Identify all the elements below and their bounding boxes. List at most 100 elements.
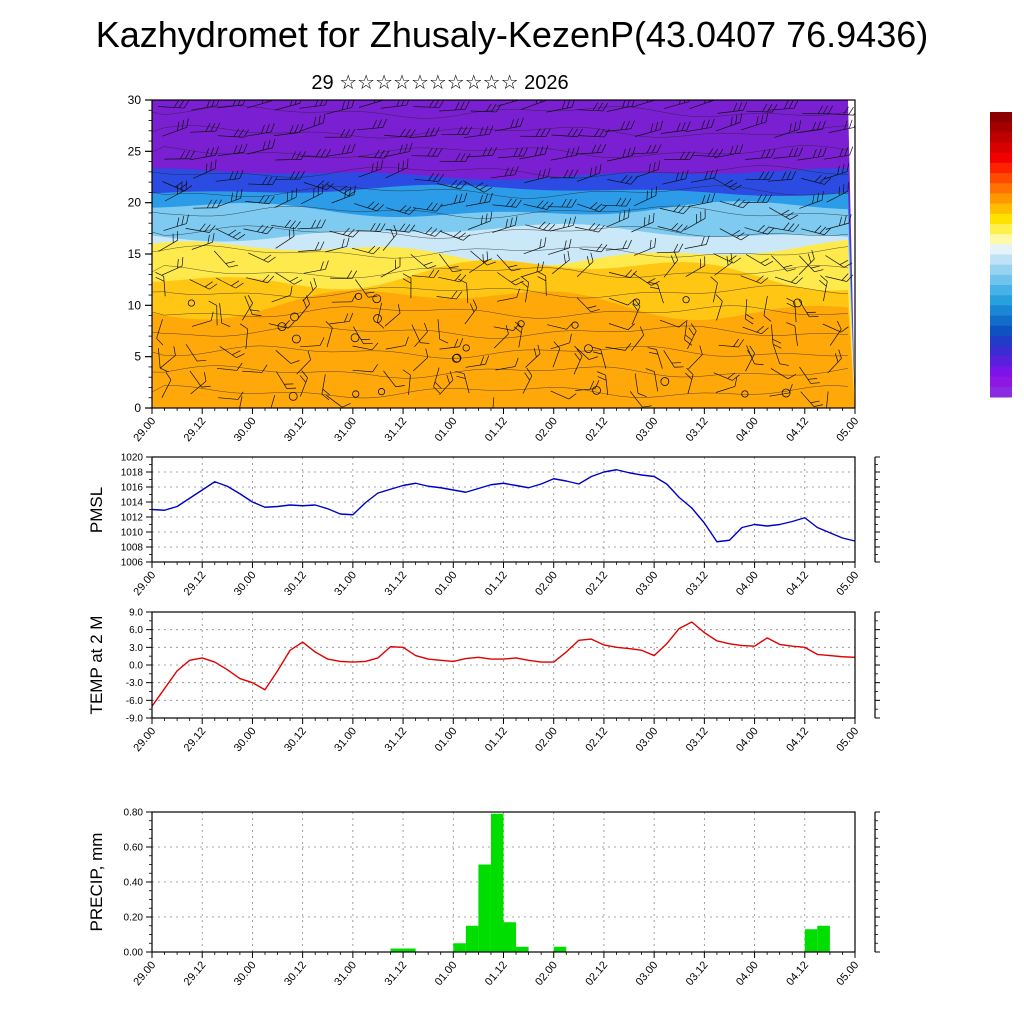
colorbar-segment (990, 386, 1012, 398)
svg-text:02.00: 02.00 (533, 569, 560, 598)
colorbar-segment (990, 152, 1012, 164)
colorbar-segment (990, 223, 1012, 235)
svg-text:31.00: 31.00 (332, 725, 359, 754)
colorbar-segment (990, 213, 1012, 225)
colorbar-segment (990, 234, 1012, 245)
colorbar-segment (990, 132, 1012, 144)
colorbar-segment (990, 122, 1012, 133)
colorbar (990, 112, 1012, 398)
svg-text:03.00: 03.00 (634, 569, 661, 598)
colorbar-segment (990, 335, 1012, 347)
time-axis: 29.00 29.12 30.00 30.12 31.00 31.12 01.00 01.12… (131, 562, 861, 598)
svg-text:01.12: 01.12 (483, 725, 510, 754)
colorbar-segment (990, 356, 1012, 367)
svg-text:10: 10 (128, 298, 142, 312)
svg-text:29.00: 29.00 (131, 415, 158, 444)
svg-text:1010: 1010 (121, 528, 144, 539)
svg-text:04.12: 04.12 (784, 725, 811, 754)
svg-text:29.00: 29.00 (131, 569, 158, 598)
svg-text:31.12: 31.12 (382, 415, 409, 444)
svg-text:31.12: 31.12 (382, 725, 409, 754)
precip-axis-label: PRECIP, mm (87, 832, 106, 932)
colorbar-segment (990, 162, 1012, 174)
svg-text:1020: 1020 (121, 453, 144, 464)
svg-text:03.12: 03.12 (684, 415, 711, 444)
precip-bar (804, 929, 818, 952)
colorbar-segment (990, 244, 1012, 255)
svg-text:31.00: 31.00 (332, 415, 359, 444)
precip-bar (403, 948, 416, 952)
time-axis: 29.00 29.12 30.00 30.12 31.00 31.12 01.00 01.12… (131, 718, 861, 754)
svg-text:05.00: 05.00 (834, 725, 861, 754)
svg-text:03.00: 03.00 (634, 415, 661, 444)
colorbar-segment (990, 315, 1012, 327)
svg-text:31.12: 31.12 (382, 569, 409, 598)
svg-text:03.12: 03.12 (684, 959, 711, 988)
page-title: Kazhydromet for Zhusaly-KezenP(43.0407 7… (95, 14, 929, 55)
svg-text:0.00: 0.00 (124, 948, 144, 959)
colorbar-segment (990, 305, 1012, 317)
precip-bar (503, 922, 517, 952)
svg-text:0.80: 0.80 (124, 808, 144, 819)
time-axis: 29.00 29.12 30.00 30.12 31.00 31.12 01.00 01.12… (131, 952, 861, 988)
svg-text:0.0: 0.0 (129, 661, 143, 672)
svg-text:03.00: 03.00 (634, 725, 661, 754)
svg-text:02.00: 02.00 (533, 415, 560, 444)
svg-text:05.00: 05.00 (834, 569, 861, 598)
svg-text:5: 5 (134, 350, 141, 364)
svg-text:30.12: 30.12 (282, 959, 309, 988)
colorbar-segment (990, 366, 1012, 378)
precip-bar (478, 864, 491, 952)
colorbar-segment (990, 203, 1012, 215)
svg-text:15: 15 (128, 247, 142, 261)
profile-color-layers (152, 100, 855, 408)
svg-text:04.12: 04.12 (784, 569, 811, 598)
colorbar-segment (990, 346, 1012, 357)
precip-bar (390, 948, 404, 952)
profile-panel: 0 5 10 15 20 25 30 29.00 29.12 30.00 30.12 31.00 31.… (128, 93, 862, 444)
svg-text:9.0: 9.0 (129, 608, 143, 619)
time-axis: 29.00 29.12 30.00 30.12 31.00 31.12 01.00 01.12… (131, 408, 861, 444)
svg-text:02.00: 02.00 (533, 725, 560, 754)
svg-text:3.0: 3.0 (129, 643, 143, 654)
svg-text:1012: 1012 (121, 513, 144, 524)
svg-text:01.00: 01.00 (433, 415, 460, 444)
svg-text:1018: 1018 (121, 468, 144, 479)
colorbar-segment (990, 325, 1012, 337)
colorbar-segment (990, 274, 1012, 286)
svg-text:05.00: 05.00 (834, 959, 861, 988)
svg-text:1006: 1006 (121, 558, 144, 569)
svg-text:02.00: 02.00 (533, 959, 560, 988)
svg-text:29.12: 29.12 (182, 959, 209, 988)
wind-barbs (155, 100, 855, 408)
colorbar-segment (990, 112, 1012, 123)
svg-text:31.12: 31.12 (382, 959, 409, 988)
svg-text:29.00: 29.00 (131, 959, 158, 988)
svg-text:31.00: 31.00 (332, 569, 359, 598)
colorbar-segment (990, 254, 1012, 266)
svg-text:30.00: 30.00 (232, 725, 259, 754)
colorbar-segment (990, 285, 1012, 296)
colorbar-segment (990, 142, 1012, 154)
temp-line (151, 621, 856, 707)
svg-text:02.12: 02.12 (583, 959, 610, 988)
svg-text:30.12: 30.12 (282, 569, 309, 598)
pmsl-line (151, 469, 856, 543)
svg-text:03.12: 03.12 (684, 725, 711, 754)
svg-text:1016: 1016 (121, 483, 144, 494)
svg-text:0.20: 0.20 (124, 913, 144, 924)
svg-text:04.12: 04.12 (784, 415, 811, 444)
svg-text:04.00: 04.00 (734, 959, 761, 988)
colorbar-segment (990, 193, 1012, 205)
precip-bar (516, 946, 529, 952)
svg-text:0.60: 0.60 (124, 843, 144, 854)
colorbar-segment (990, 183, 1012, 194)
svg-text:02.12: 02.12 (583, 725, 610, 754)
svg-text:04.00: 04.00 (734, 725, 761, 754)
svg-text:01.00: 01.00 (433, 569, 460, 598)
svg-text:0: 0 (134, 401, 141, 415)
svg-text:-3.0: -3.0 (126, 678, 144, 689)
